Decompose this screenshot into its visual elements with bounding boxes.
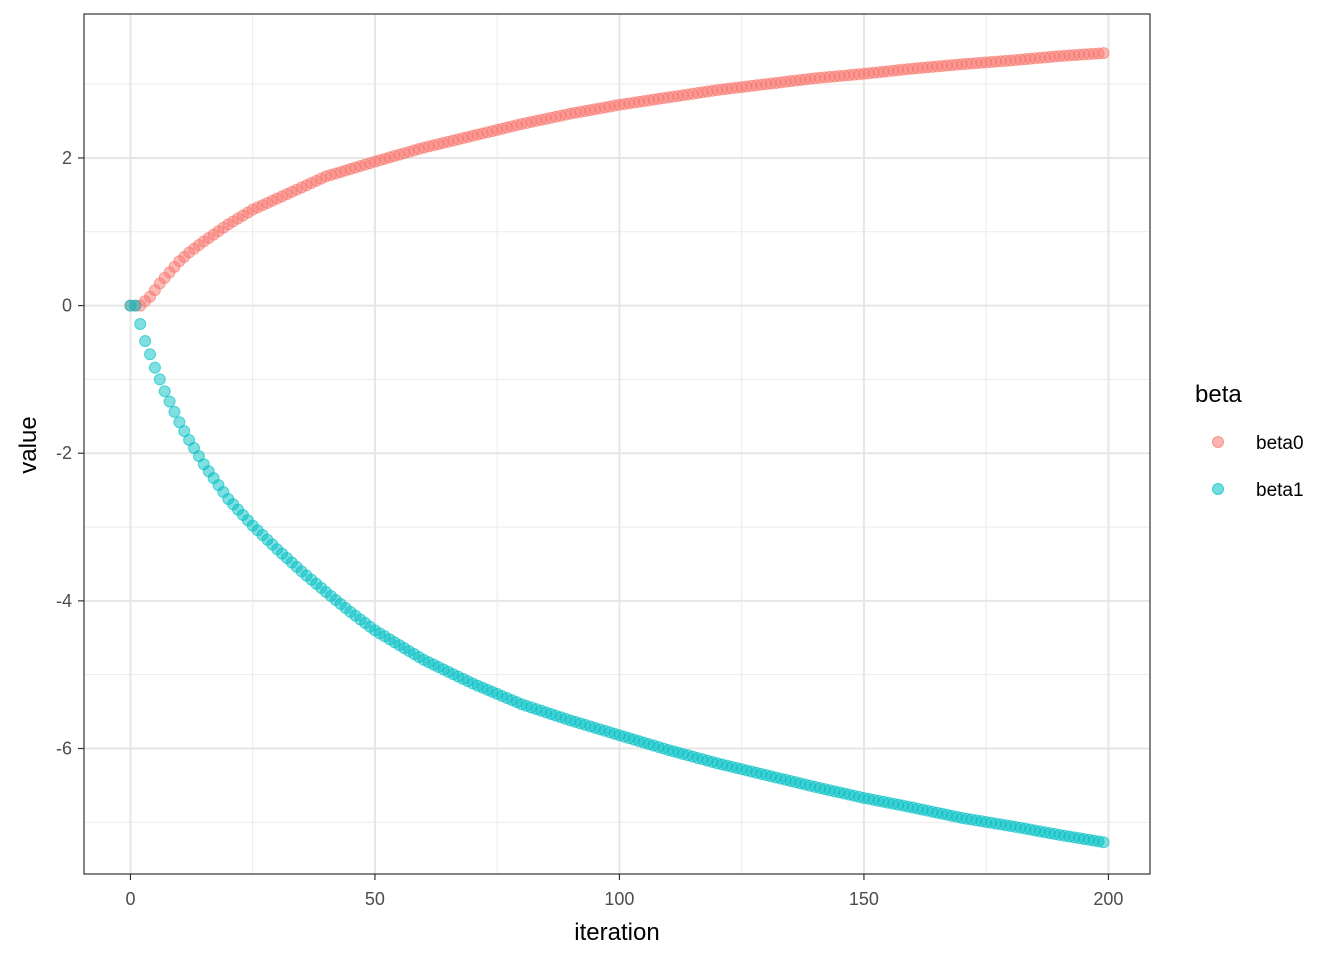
point-beta1 bbox=[139, 335, 152, 348]
tick-labels: 0 50 100 150 200 -6 -4 -2 0 2 bbox=[56, 148, 1123, 909]
legend: beta beta0 beta1 bbox=[1195, 381, 1304, 501]
legend-label-beta0: beta0 bbox=[1256, 433, 1304, 454]
y-tick-label: -6 bbox=[56, 739, 72, 759]
point-beta1 bbox=[168, 405, 181, 418]
point-beta1 bbox=[163, 395, 176, 408]
axis-ticks bbox=[78, 157, 1110, 880]
legend-title: beta bbox=[1195, 381, 1242, 408]
point-beta1 bbox=[1097, 836, 1110, 849]
legend-key-beta0 bbox=[1212, 436, 1224, 448]
point-beta1 bbox=[153, 373, 166, 386]
y-tick-label: 2 bbox=[62, 148, 72, 168]
series-beta0 bbox=[124, 47, 1110, 312]
x-tick-label: 100 bbox=[604, 889, 634, 909]
x-tick-label: 200 bbox=[1093, 889, 1123, 909]
panel-border bbox=[83, 13, 1151, 875]
y-tick-label: -4 bbox=[56, 591, 72, 611]
x-tick-label: 50 bbox=[365, 889, 385, 909]
y-tick-label: -2 bbox=[56, 443, 72, 463]
y-axis-title: value bbox=[15, 416, 42, 473]
data-points bbox=[124, 47, 1110, 849]
x-tick-label: 150 bbox=[849, 889, 879, 909]
y-tick-label: 0 bbox=[62, 296, 72, 316]
point-beta1 bbox=[158, 385, 171, 398]
x-tick-label: 0 bbox=[125, 889, 135, 909]
point-beta1 bbox=[129, 299, 142, 312]
point-beta1 bbox=[134, 318, 147, 331]
point-beta0 bbox=[1097, 47, 1110, 60]
point-beta1 bbox=[148, 361, 161, 374]
series-beta1 bbox=[124, 299, 1110, 849]
legend-label-beta1: beta1 bbox=[1256, 480, 1304, 501]
legend-key-beta1 bbox=[1212, 483, 1224, 495]
point-beta1 bbox=[144, 348, 157, 361]
x-axis-title: iteration bbox=[574, 919, 659, 946]
